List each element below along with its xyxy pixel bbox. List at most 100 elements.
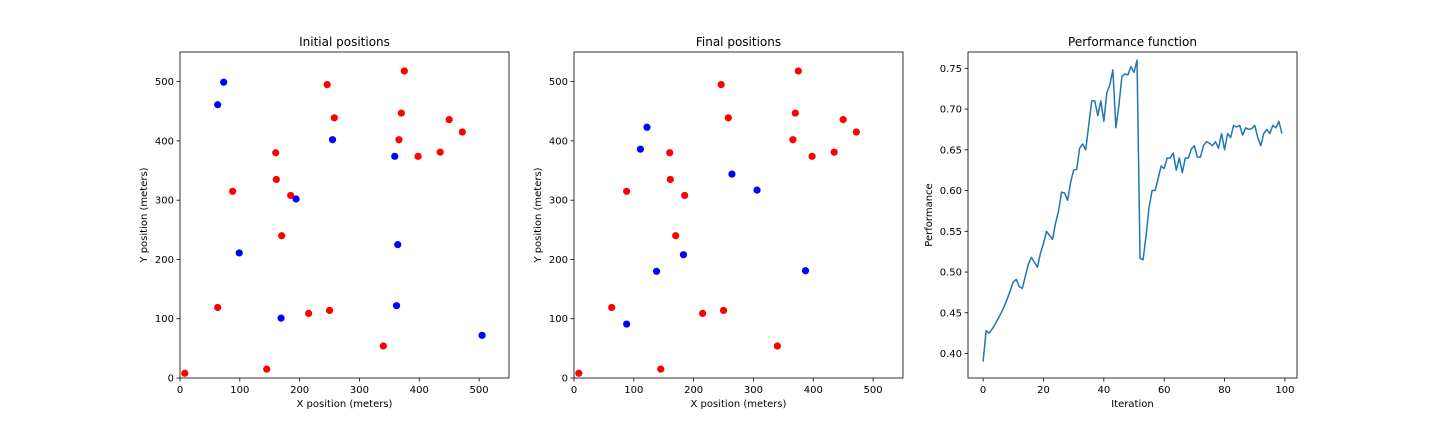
- scatter-point-blue: [801, 267, 810, 275]
- x-tick-label: 500: [864, 385, 883, 396]
- performance-line: [982, 59, 1283, 362]
- scatter-point-red: [395, 136, 403, 144]
- y-tick-label: 300: [549, 196, 568, 207]
- scatter-point-red: [839, 115, 847, 124]
- scatter-point-red: [181, 369, 189, 377]
- scatter-point-red: [657, 365, 665, 373]
- x-tick-label: 500: [470, 385, 489, 396]
- scatter-point-red: [278, 232, 286, 240]
- scatter-point-red: [608, 303, 616, 312]
- scatter-point-red: [789, 136, 797, 144]
- scatter-point-red: [445, 115, 453, 124]
- scatter-point-blue: [652, 267, 661, 275]
- scatter-point-blue: [277, 314, 285, 322]
- x-tick-label: 80: [1218, 385, 1231, 396]
- x-axis-label: X position (meters): [297, 399, 393, 410]
- scatter-point-blue: [623, 320, 631, 328]
- y-tick-label: 0.55: [940, 227, 962, 238]
- chart-panel-3: 0 20 40 60 80 100 0.40 0.45 0.50 0.55 0.60 0.65 0.70…: [924, 35, 1298, 410]
- scatter-point-red: [717, 81, 725, 89]
- y-tick-label: 200: [549, 255, 568, 266]
- y-axis-label: Y position (meters): [533, 167, 544, 263]
- scatter-point-blue: [214, 101, 222, 109]
- scatter-point-blue: [643, 123, 651, 131]
- chart-panel-2: 0 100 200 300 400 500 0 100 200 300 400 500 Final po…: [533, 35, 904, 410]
- x-tick-label: 300: [350, 385, 369, 396]
- scatter-point-red: [272, 175, 280, 184]
- scatter-point-blue: [728, 170, 736, 178]
- x-tick-label: 300: [744, 385, 763, 396]
- plot-frame: [179, 51, 510, 379]
- x-tick-label: 100: [230, 385, 249, 396]
- scatter-point-red: [699, 309, 707, 317]
- scatter-point-red: [287, 191, 295, 200]
- scatter-point-red: [272, 149, 280, 157]
- y-axis-label: Performance: [924, 183, 935, 246]
- scatter-point-red: [305, 309, 313, 317]
- y-tick-label: 0.70: [940, 105, 962, 116]
- scatter-point-red: [852, 128, 860, 136]
- y-axis-label: Y position (meters): [139, 167, 150, 263]
- scatter-point-red: [229, 187, 237, 195]
- scatter-point-red: [575, 369, 583, 377]
- scatter-point-blue: [392, 302, 401, 310]
- scatter-point-blue: [292, 195, 300, 203]
- x-tick-label: 200: [684, 385, 703, 396]
- scatter-point-blue: [394, 241, 402, 249]
- x-tick-label: 100: [624, 385, 643, 396]
- x-tick-label: 20: [1037, 385, 1050, 396]
- x-tick-label: 100: [1275, 385, 1294, 396]
- chart-title: Performance function: [1068, 35, 1197, 49]
- y-tick-label: 0.40: [940, 349, 962, 360]
- scatter-point-red: [458, 128, 466, 136]
- scatter-point-red: [436, 148, 444, 156]
- scatter-point-red: [724, 114, 732, 122]
- x-tick-label: 0: [571, 385, 577, 396]
- plot-frame: [967, 51, 1298, 379]
- scatter-point-red: [400, 67, 408, 75]
- y-tick-label: 0: [168, 374, 174, 385]
- x-axis-label: Iteration: [1111, 399, 1153, 410]
- scatter-point-blue: [235, 249, 243, 257]
- y-tick-label: 200: [155, 255, 174, 266]
- scatter-point-blue: [753, 186, 761, 194]
- y-tick-label: 100: [549, 314, 568, 325]
- scatter-point-blue: [391, 152, 399, 160]
- x-tick-label: 400: [804, 385, 823, 396]
- scatter-point-red: [808, 152, 816, 160]
- y-tick-label: 500: [549, 77, 568, 88]
- x-tick-label: 0: [980, 385, 986, 396]
- scatter-point-red: [666, 149, 674, 157]
- chart-title: Final positions: [696, 35, 781, 49]
- scatter-point-red: [773, 342, 781, 350]
- scatter-point-red: [830, 148, 838, 156]
- scatter-point-red: [666, 175, 674, 184]
- y-tick-label: 400: [155, 136, 174, 147]
- y-tick-label: 0.50: [940, 268, 962, 279]
- plot-frame: [573, 51, 904, 379]
- scatter-point-red: [263, 365, 271, 373]
- x-axis-label: X position (meters): [691, 399, 787, 410]
- x-tick-label: 200: [290, 385, 309, 396]
- scatter-point-blue: [478, 331, 486, 339]
- x-tick-label: 400: [410, 385, 429, 396]
- scatter-point-red: [379, 342, 387, 350]
- scatter-point-red: [330, 114, 338, 122]
- y-tick-label: 500: [155, 77, 174, 88]
- scatter-point-red: [323, 81, 331, 89]
- scatter-point-red: [791, 109, 799, 117]
- scatter-point-blue: [220, 78, 228, 86]
- scatter-point-blue: [328, 136, 337, 144]
- scatter-point-red: [623, 187, 631, 195]
- x-tick-label: 60: [1158, 385, 1171, 396]
- scatter-point-red: [672, 232, 680, 240]
- x-tick-label: 0: [177, 385, 183, 396]
- scatter-point-blue: [679, 251, 688, 259]
- y-tick-label: 300: [155, 196, 174, 207]
- chart-panel-1: 0 100 200 300 400 500 0 100 200 300 400 500 Initial …: [139, 35, 510, 410]
- scatter-point-red: [794, 67, 802, 75]
- x-tick-label: 40: [1097, 385, 1110, 396]
- y-tick-label: 0.45: [940, 308, 962, 319]
- y-tick-label: 0: [562, 374, 568, 385]
